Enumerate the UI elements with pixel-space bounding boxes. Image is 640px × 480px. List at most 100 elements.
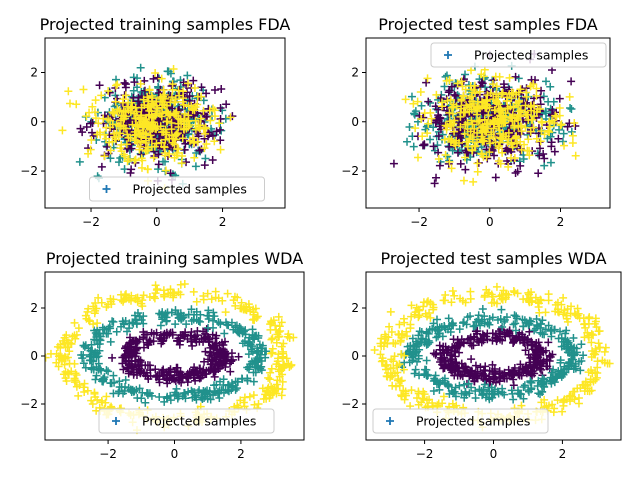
data-point xyxy=(544,97,553,106)
data-point xyxy=(145,86,154,95)
data-point xyxy=(119,319,128,328)
data-point xyxy=(84,316,93,325)
data-point xyxy=(241,305,250,314)
data-point xyxy=(430,374,439,383)
data-point xyxy=(98,377,107,386)
data-point xyxy=(63,353,72,362)
data-point xyxy=(473,103,482,112)
data-point xyxy=(451,91,460,100)
data-point xyxy=(452,343,461,352)
data-point xyxy=(179,313,188,322)
data-point xyxy=(496,332,505,341)
data-point xyxy=(505,73,514,82)
data-point xyxy=(443,381,452,390)
data-point xyxy=(151,124,160,133)
data-point xyxy=(236,396,245,405)
data-point xyxy=(248,359,257,368)
data-point xyxy=(482,153,491,161)
data-point xyxy=(549,365,558,374)
scatter-points xyxy=(370,282,614,432)
data-point xyxy=(187,337,196,346)
panel-wda_test: Projected test samples WDA −2 0 2 −2 0 2 Projec… xyxy=(341,249,622,461)
data-point xyxy=(483,289,492,298)
data-point xyxy=(400,358,409,367)
data-point xyxy=(130,311,139,320)
data-point xyxy=(106,123,115,132)
data-point xyxy=(245,392,254,401)
data-point xyxy=(394,376,403,385)
data-point xyxy=(401,95,410,104)
data-point xyxy=(511,72,520,81)
data-point xyxy=(512,139,521,148)
data-point xyxy=(429,387,438,396)
data-point xyxy=(188,104,197,113)
data-point xyxy=(441,325,450,334)
data-point xyxy=(153,104,162,113)
data-point xyxy=(511,326,520,335)
data-point xyxy=(467,66,476,75)
x-tick-label: 0 xyxy=(490,447,498,461)
data-point xyxy=(457,389,466,398)
data-point xyxy=(171,109,180,118)
data-point xyxy=(181,139,190,148)
data-point xyxy=(205,311,214,320)
data-point xyxy=(120,78,129,87)
data-point xyxy=(111,97,120,106)
data-point xyxy=(225,359,234,368)
data-point xyxy=(107,300,116,309)
data-point xyxy=(79,359,88,368)
data-point xyxy=(516,360,525,369)
data-point xyxy=(248,333,257,342)
y-tick-label: 2 xyxy=(351,301,359,315)
data-point xyxy=(203,289,212,298)
data-point xyxy=(586,375,595,384)
data-point xyxy=(213,346,222,355)
data-point xyxy=(559,337,568,346)
data-point xyxy=(403,342,412,351)
data-point xyxy=(238,375,247,384)
data-point xyxy=(556,121,565,130)
axes-frame xyxy=(44,37,286,209)
data-point xyxy=(197,92,206,101)
data-point xyxy=(590,319,599,328)
data-point xyxy=(456,122,465,131)
y-tick-label: 2 xyxy=(30,301,38,315)
data-point xyxy=(151,365,160,374)
data-point xyxy=(104,367,113,376)
data-point xyxy=(419,298,428,307)
data-point xyxy=(426,99,435,108)
data-point xyxy=(210,85,219,94)
data-point xyxy=(106,146,115,155)
data-point xyxy=(589,331,598,340)
data-point xyxy=(573,304,582,313)
data-point xyxy=(538,316,547,325)
data-point xyxy=(458,296,467,305)
data-point xyxy=(455,325,464,334)
data-point xyxy=(534,389,543,398)
data-point xyxy=(446,95,455,104)
data-point xyxy=(160,143,169,152)
data-point xyxy=(209,323,218,332)
data-point xyxy=(169,65,178,74)
data-point xyxy=(158,366,167,375)
data-point xyxy=(161,309,170,318)
data-point xyxy=(507,140,516,149)
data-point xyxy=(413,153,422,162)
data-point xyxy=(131,114,140,123)
data-point xyxy=(273,376,282,385)
data-point xyxy=(539,348,548,357)
data-point xyxy=(510,368,519,377)
data-point xyxy=(62,376,71,385)
data-point xyxy=(209,316,218,325)
data-point xyxy=(191,116,200,125)
data-point xyxy=(546,158,555,167)
data-point xyxy=(566,103,575,112)
data-point xyxy=(74,391,83,400)
data-point xyxy=(598,356,607,365)
data-point xyxy=(279,354,288,363)
data-point xyxy=(414,400,423,409)
y-tick-label: −2 xyxy=(20,164,38,178)
legend: Projected samples xyxy=(98,408,275,434)
data-point xyxy=(181,394,190,403)
data-point xyxy=(491,334,500,343)
